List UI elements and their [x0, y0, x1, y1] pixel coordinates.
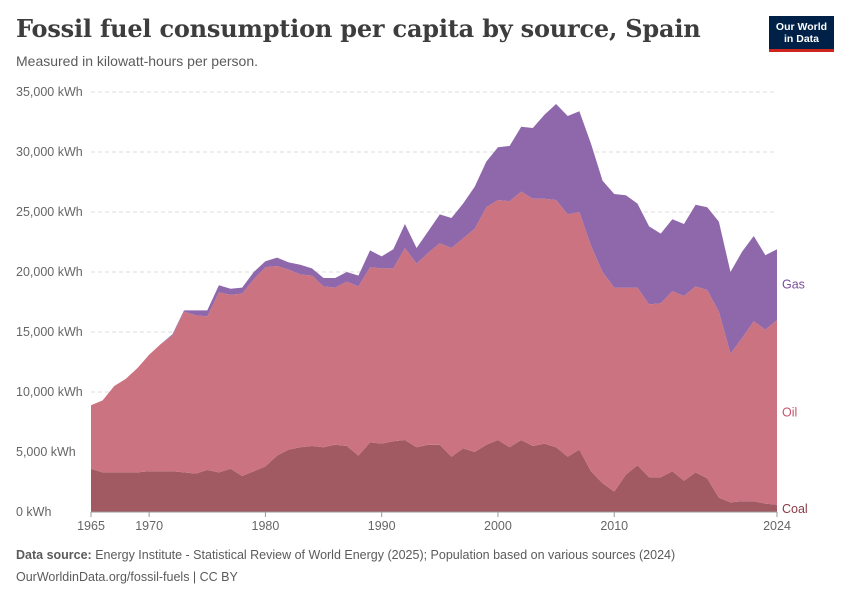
x-tick-label: 1980 — [252, 519, 280, 533]
y-tick-label: 15,000 kWh — [16, 325, 83, 339]
area-gas[interactable] — [91, 104, 777, 406]
x-tick-label: 2024 — [763, 519, 791, 533]
y-tick-label: 25,000 kWh — [16, 205, 83, 219]
chart-subtitle: Measured in kilowatt-hours per person. — [16, 53, 259, 69]
source-label: Data source: — [16, 548, 92, 562]
owid-logo[interactable]: Our World in Data — [769, 16, 834, 52]
y-tick-label: 20,000 kWh — [16, 265, 83, 279]
x-tick-label: 1965 — [77, 519, 105, 533]
y-axis: 0 kWh 5,000 kWh 10,000 kWh 15,000 kWh 20,000… — [16, 85, 83, 519]
series-label-gas: Gas — [782, 278, 805, 292]
area-oil[interactable] — [91, 191, 777, 505]
logo-line-2: in Data — [783, 33, 819, 45]
x-tick-label: 1990 — [368, 519, 396, 533]
x-tick-label: 2010 — [600, 519, 628, 533]
source-text: Energy Institute - Statistical Review of… — [95, 548, 676, 562]
x-tick-label: 1970 — [135, 519, 163, 533]
x-axis: 1965 1970 1980 1990 2000 2010 2024 — [77, 511, 791, 533]
y-tick-label: 5,000 kWh — [16, 445, 76, 459]
x-tick-label: 2000 — [484, 519, 512, 533]
y-tick-label: 30,000 kWh — [16, 145, 83, 159]
logo-line-1: Our World — [775, 21, 828, 33]
y-tick-label: 0 kWh — [16, 505, 51, 519]
stacked-area-chart[interactable]: 0 kWh 5,000 kWh 10,000 kWh 15,000 kWh 20,000… — [0, 0, 850, 540]
chart-title: Fossil fuel consumption per capita by so… — [16, 14, 701, 43]
series-label-oil: Oil — [782, 405, 797, 419]
area-series — [91, 104, 777, 512]
footer-url[interactable]: OurWorldinData.org/fossil-fuels | CC BY — [16, 570, 238, 584]
footer-source: Data source: Energy Institute - Statisti… — [16, 548, 675, 562]
series-labels: Coal Oil Gas — [782, 278, 808, 516]
y-tick-label: 35,000 kWh — [16, 85, 83, 99]
series-label-coal: Coal — [782, 502, 808, 516]
area-coal[interactable] — [91, 440, 777, 512]
y-tick-label: 10,000 kWh — [16, 385, 83, 399]
